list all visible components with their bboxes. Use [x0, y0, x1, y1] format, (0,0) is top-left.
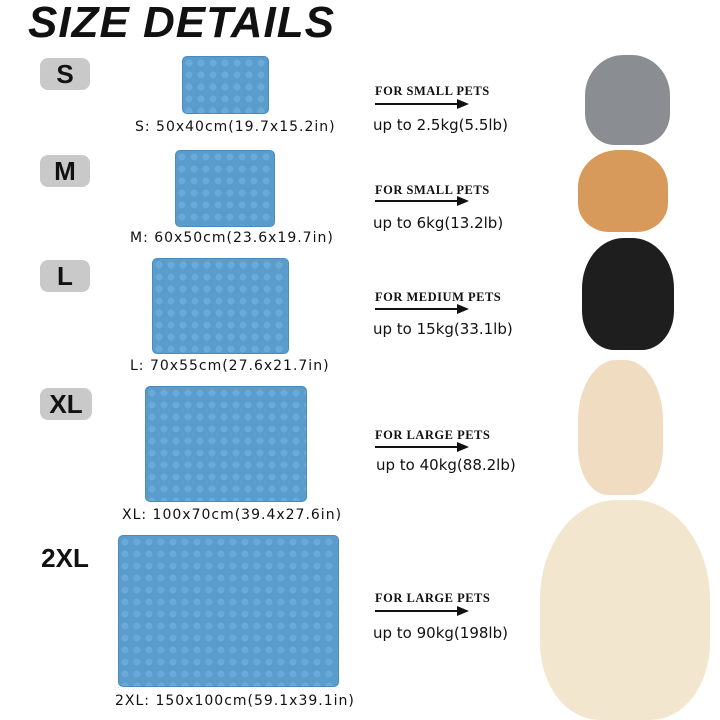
dimensions-xl: XL: 100x70cm(39.4x27.6in) — [122, 507, 343, 523]
weight-limit-2xl: up to 90kg(198lb) — [373, 624, 508, 642]
weight-limit-s: up to 2.5kg(5.5lb) — [373, 116, 508, 134]
page-title: SIZE DETAILS — [28, 0, 335, 47]
labrador-puppy-image — [578, 360, 663, 495]
mat-image-2xl — [118, 535, 339, 687]
weight-limit-m: up to 6kg(13.2lb) — [373, 214, 504, 232]
weight-limit-xl: up to 40kg(88.2lb) — [376, 456, 516, 474]
dimensions-l: L: 70x55cm(27.6x21.7in) — [130, 358, 330, 374]
golden-retriever-image — [540, 500, 710, 720]
dimensions-s: S: 50x40cm(19.7x15.2in) — [135, 119, 336, 135]
size-badge-l: L — [40, 260, 90, 292]
border-collie-image — [582, 238, 674, 350]
mat-image-s — [182, 56, 269, 114]
dimensions-m: M: 60x50cm(23.6x19.7in) — [130, 230, 334, 246]
pet-category-2xl: FOR LARGE PETS — [375, 591, 491, 605]
weight-limit-l: up to 15kg(33.1lb) — [373, 320, 513, 338]
size-badge-m: M — [40, 155, 90, 187]
pet-category-l: FOR MEDIUM PETS — [375, 290, 502, 304]
mat-image-m — [175, 150, 275, 227]
size-badge-2xl: 2XL — [41, 542, 89, 573]
arrow-icon — [375, 196, 469, 206]
kitten-image — [585, 55, 670, 145]
pet-category-s: FOR SMALL PETS — [375, 84, 490, 98]
arrow-icon — [375, 99, 469, 109]
size-badge-xl: XL — [40, 388, 92, 420]
size-badge-s: S — [40, 58, 90, 90]
dimensions-2xl: 2XL: 150x100cm(59.1x39.1in) — [115, 693, 355, 709]
arrow-icon — [375, 606, 469, 616]
mat-image-l — [152, 258, 289, 354]
pet-category-xl: FOR LARGE PETS — [375, 428, 491, 442]
arrow-icon — [375, 442, 469, 452]
arrow-icon — [375, 304, 469, 314]
pet-category-m: FOR SMALL PETS — [375, 183, 490, 197]
small-dog-image — [578, 150, 668, 232]
mat-image-xl — [145, 386, 307, 502]
